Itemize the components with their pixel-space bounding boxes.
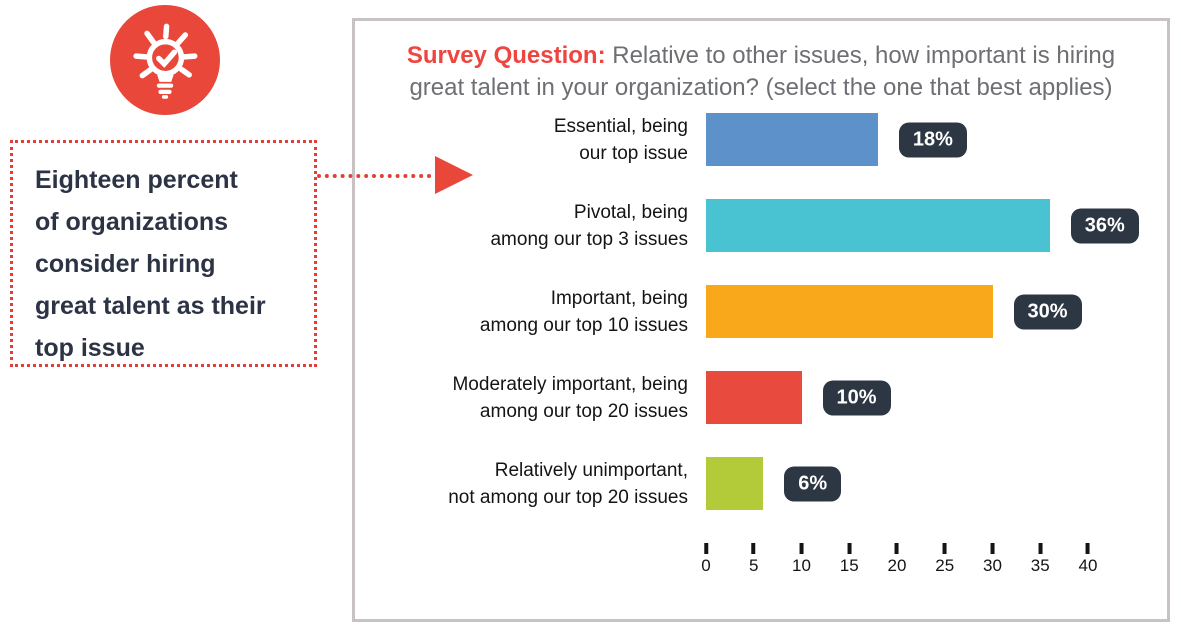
x-axis-tick: 15 [840, 543, 859, 575]
callout-text: Eighteen percent of organizations consid… [35, 166, 266, 362]
tick-mark [894, 543, 899, 554]
bar-row: Essential, being our top issue 18% [355, 113, 1167, 166]
arrow-dotted-line [317, 174, 439, 178]
x-axis-tick: 35 [1031, 543, 1050, 575]
survey-question-title: Survey Question: Relative to other issue… [382, 40, 1140, 104]
bar-category-label: Important, being among our top 10 issues [479, 287, 688, 336]
tick-mark [990, 543, 995, 554]
bar [706, 199, 1050, 252]
tick-mark [704, 543, 708, 554]
arrow-head-icon [435, 156, 473, 194]
bar-row: Pivotal, being among our top 3 issues 36% [355, 199, 1167, 252]
bar-row: Relatively unimportant, not among our to… [355, 457, 1167, 510]
tick-mark [847, 543, 852, 554]
bar-row: Moderately important, being among our to… [355, 371, 1167, 424]
x-axis-tick: 10 [792, 543, 811, 575]
tick-label: 25 [935, 556, 955, 575]
tick-mark [942, 543, 947, 554]
tick-label: 15 [839, 556, 859, 575]
tick-label: 20 [887, 556, 907, 575]
bar-chart-rows: Essential, being our top issue 18% Pivotal… [355, 113, 1167, 510]
tick-mark [751, 543, 756, 554]
survey-question-text: Relative to other issues, how important … [409, 42, 1116, 101]
x-axis-tick: 20 [887, 543, 907, 575]
bar [706, 371, 802, 424]
bar-category-label: Pivotal, being among our top 3 issues [490, 201, 688, 250]
x-axis-tick: 25 [935, 543, 954, 575]
bar [706, 113, 878, 166]
bar-category-label: Relatively unimportant, not among our to… [448, 459, 688, 508]
x-axis-tick: 5 [749, 543, 758, 575]
bar-row: Important, being among our top 10 issues… [355, 285, 1167, 338]
bar-category-label: Essential, being our top issue [553, 115, 688, 164]
tick-label: 30 [983, 556, 1002, 575]
tick-mark [1085, 543, 1090, 554]
bar-track: 10% [706, 371, 1088, 424]
callout-box: Eighteen percent of organizations consid… [10, 140, 317, 367]
bar-track: 18% [706, 113, 1088, 166]
lightbulb-check-icon [133, 23, 198, 99]
bar [706, 457, 764, 510]
tick-label: 40 [1078, 556, 1098, 575]
value-badge: 36% [1070, 208, 1139, 243]
bar-track: 6% [706, 457, 1088, 510]
tick-label: 0 [701, 556, 711, 575]
x-axis-tick: 30 [983, 543, 1002, 575]
tick-mark [799, 543, 804, 554]
tick-mark [1038, 543, 1043, 554]
value-badge: 10% [822, 380, 891, 415]
value-badge: 6% [784, 466, 842, 501]
bar-category-label: Moderately important, being among our to… [452, 373, 688, 422]
bar-track: 36% [706, 199, 1139, 252]
survey-panel: Survey Question: Relative to other issue… [352, 18, 1170, 622]
value-badge: 30% [1013, 294, 1082, 329]
tick-label: 10 [792, 556, 811, 575]
tick-label: 35 [1030, 556, 1050, 575]
highlight-icon-circle [110, 5, 220, 115]
value-badge: 18% [898, 122, 967, 157]
tick-label: 5 [749, 556, 759, 575]
bar-chart: Essential, being our top issue 18% Pivotal… [355, 113, 1167, 585]
bar [706, 285, 993, 338]
x-axis-tick: 40 [1078, 543, 1098, 575]
survey-question-prefix: Survey Question: [406, 42, 606, 69]
x-axis-tick: 0 [701, 543, 711, 575]
bar-track: 30% [706, 285, 1088, 338]
x-axis: 0 5 10 15 20 25 30 35 40 [701, 543, 1097, 585]
